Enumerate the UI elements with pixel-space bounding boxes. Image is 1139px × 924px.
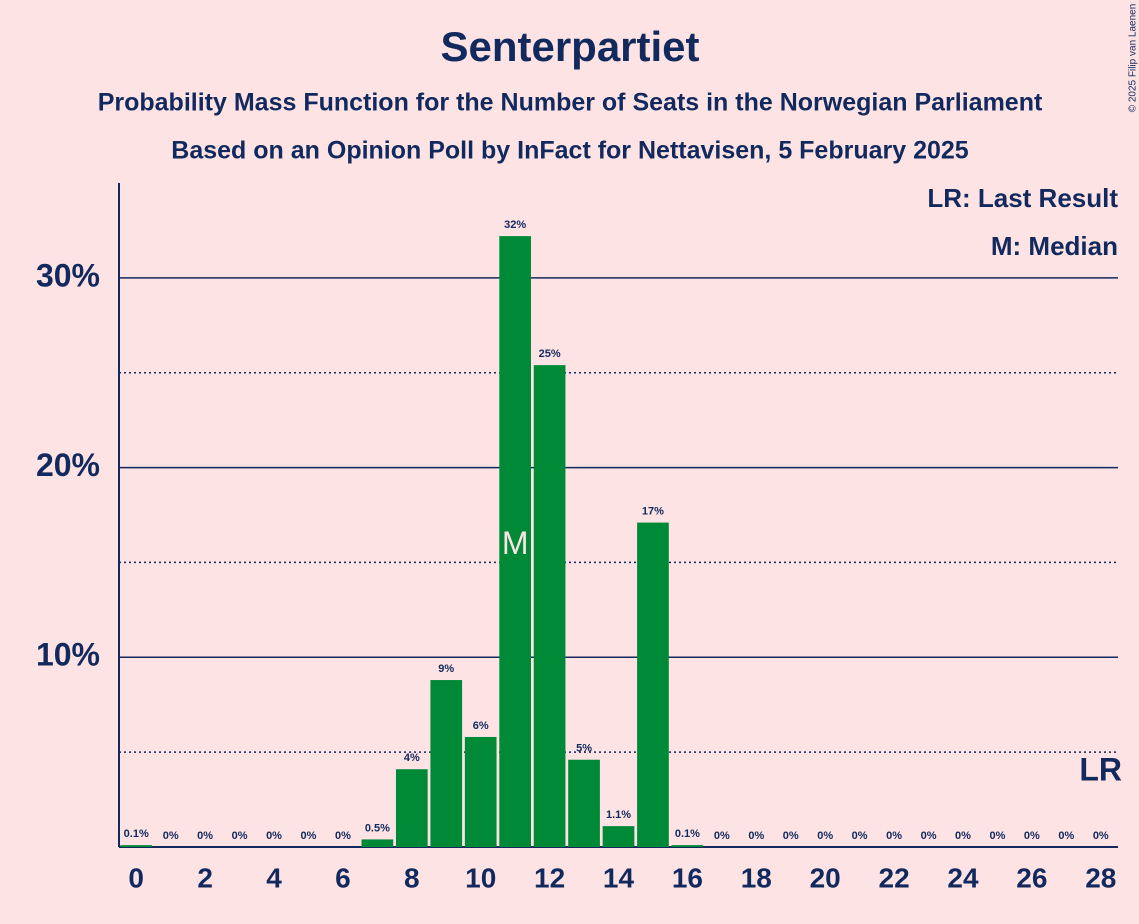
- value-label: 0%: [955, 830, 971, 842]
- value-label: 9%: [438, 663, 454, 675]
- value-label: 0%: [817, 830, 833, 842]
- bar: [499, 236, 532, 847]
- value-label: 0%: [748, 830, 764, 842]
- x-tick-label: 18: [741, 862, 772, 893]
- bar: [533, 365, 566, 847]
- value-label: 0%: [989, 830, 1005, 842]
- value-label: 0%: [714, 830, 730, 842]
- value-label: 0.1%: [675, 828, 700, 840]
- x-tick-label: 10: [465, 862, 496, 893]
- value-label: 0.1%: [124, 828, 149, 840]
- x-tick-label: 16: [672, 862, 703, 893]
- last-result-marker: LR: [1079, 751, 1122, 787]
- x-tick-label: 24: [947, 862, 979, 893]
- bar: [568, 759, 600, 847]
- bar: [430, 680, 463, 847]
- x-tick-label: 12: [534, 862, 565, 893]
- chart-subtitle: Probability Mass Function for the Number…: [98, 89, 1043, 117]
- value-label: 0%: [232, 830, 248, 842]
- value-label: 0%: [197, 830, 213, 842]
- median-marker: M: [502, 525, 529, 561]
- x-tick-label: 28: [1085, 862, 1116, 893]
- value-label: 0%: [921, 830, 937, 842]
- value-label: 0%: [886, 830, 902, 842]
- value-label: 0%: [1058, 830, 1074, 842]
- value-label: 32%: [504, 219, 526, 231]
- value-label: 0%: [266, 830, 282, 842]
- value-label: 0%: [301, 830, 317, 842]
- y-tick-label: 30%: [36, 257, 100, 293]
- x-tick-label: 14: [603, 862, 635, 893]
- value-label: 0%: [1093, 830, 1109, 842]
- value-label: 1.1%: [606, 809, 631, 821]
- x-tick-label: 26: [1016, 862, 1047, 893]
- y-tick-label: 10%: [36, 637, 100, 673]
- legend-entry: LR: Last Result: [927, 183, 1118, 213]
- x-tick-label: 2: [197, 862, 213, 893]
- x-tick-label: 8: [404, 862, 420, 893]
- bar: [671, 845, 704, 847]
- bar: [120, 845, 153, 847]
- value-label: 0%: [335, 830, 351, 842]
- bar: [464, 736, 497, 847]
- value-label: 0%: [852, 830, 868, 842]
- x-tick-label: 4: [266, 862, 282, 893]
- bar: [361, 839, 394, 847]
- bar: [637, 522, 669, 847]
- value-label: 5%: [576, 743, 592, 755]
- y-tick-label: 20%: [36, 447, 100, 483]
- chart-subtitle: Based on an Opinion Poll by InFact for N…: [171, 137, 969, 165]
- x-tick-label: 6: [335, 862, 351, 893]
- value-label: 6%: [473, 720, 489, 732]
- value-label: 25%: [539, 348, 561, 360]
- bar: [602, 826, 635, 847]
- x-tick-label: 22: [879, 862, 910, 893]
- bar: [395, 769, 428, 847]
- value-label: 0%: [783, 830, 799, 842]
- value-label: 0%: [1024, 830, 1040, 842]
- value-label: 4%: [404, 752, 420, 764]
- value-label: 0%: [163, 830, 179, 842]
- copyright: © 2025 Filip van Laenen: [1128, 4, 1139, 113]
- x-tick-label: 0: [128, 862, 144, 893]
- legend-entry: M: Median: [991, 231, 1118, 261]
- x-tick-label: 20: [810, 862, 841, 893]
- chart-title: Senterpartiet: [440, 23, 699, 70]
- value-label: 0.5%: [365, 822, 390, 834]
- value-label: 17%: [642, 505, 664, 517]
